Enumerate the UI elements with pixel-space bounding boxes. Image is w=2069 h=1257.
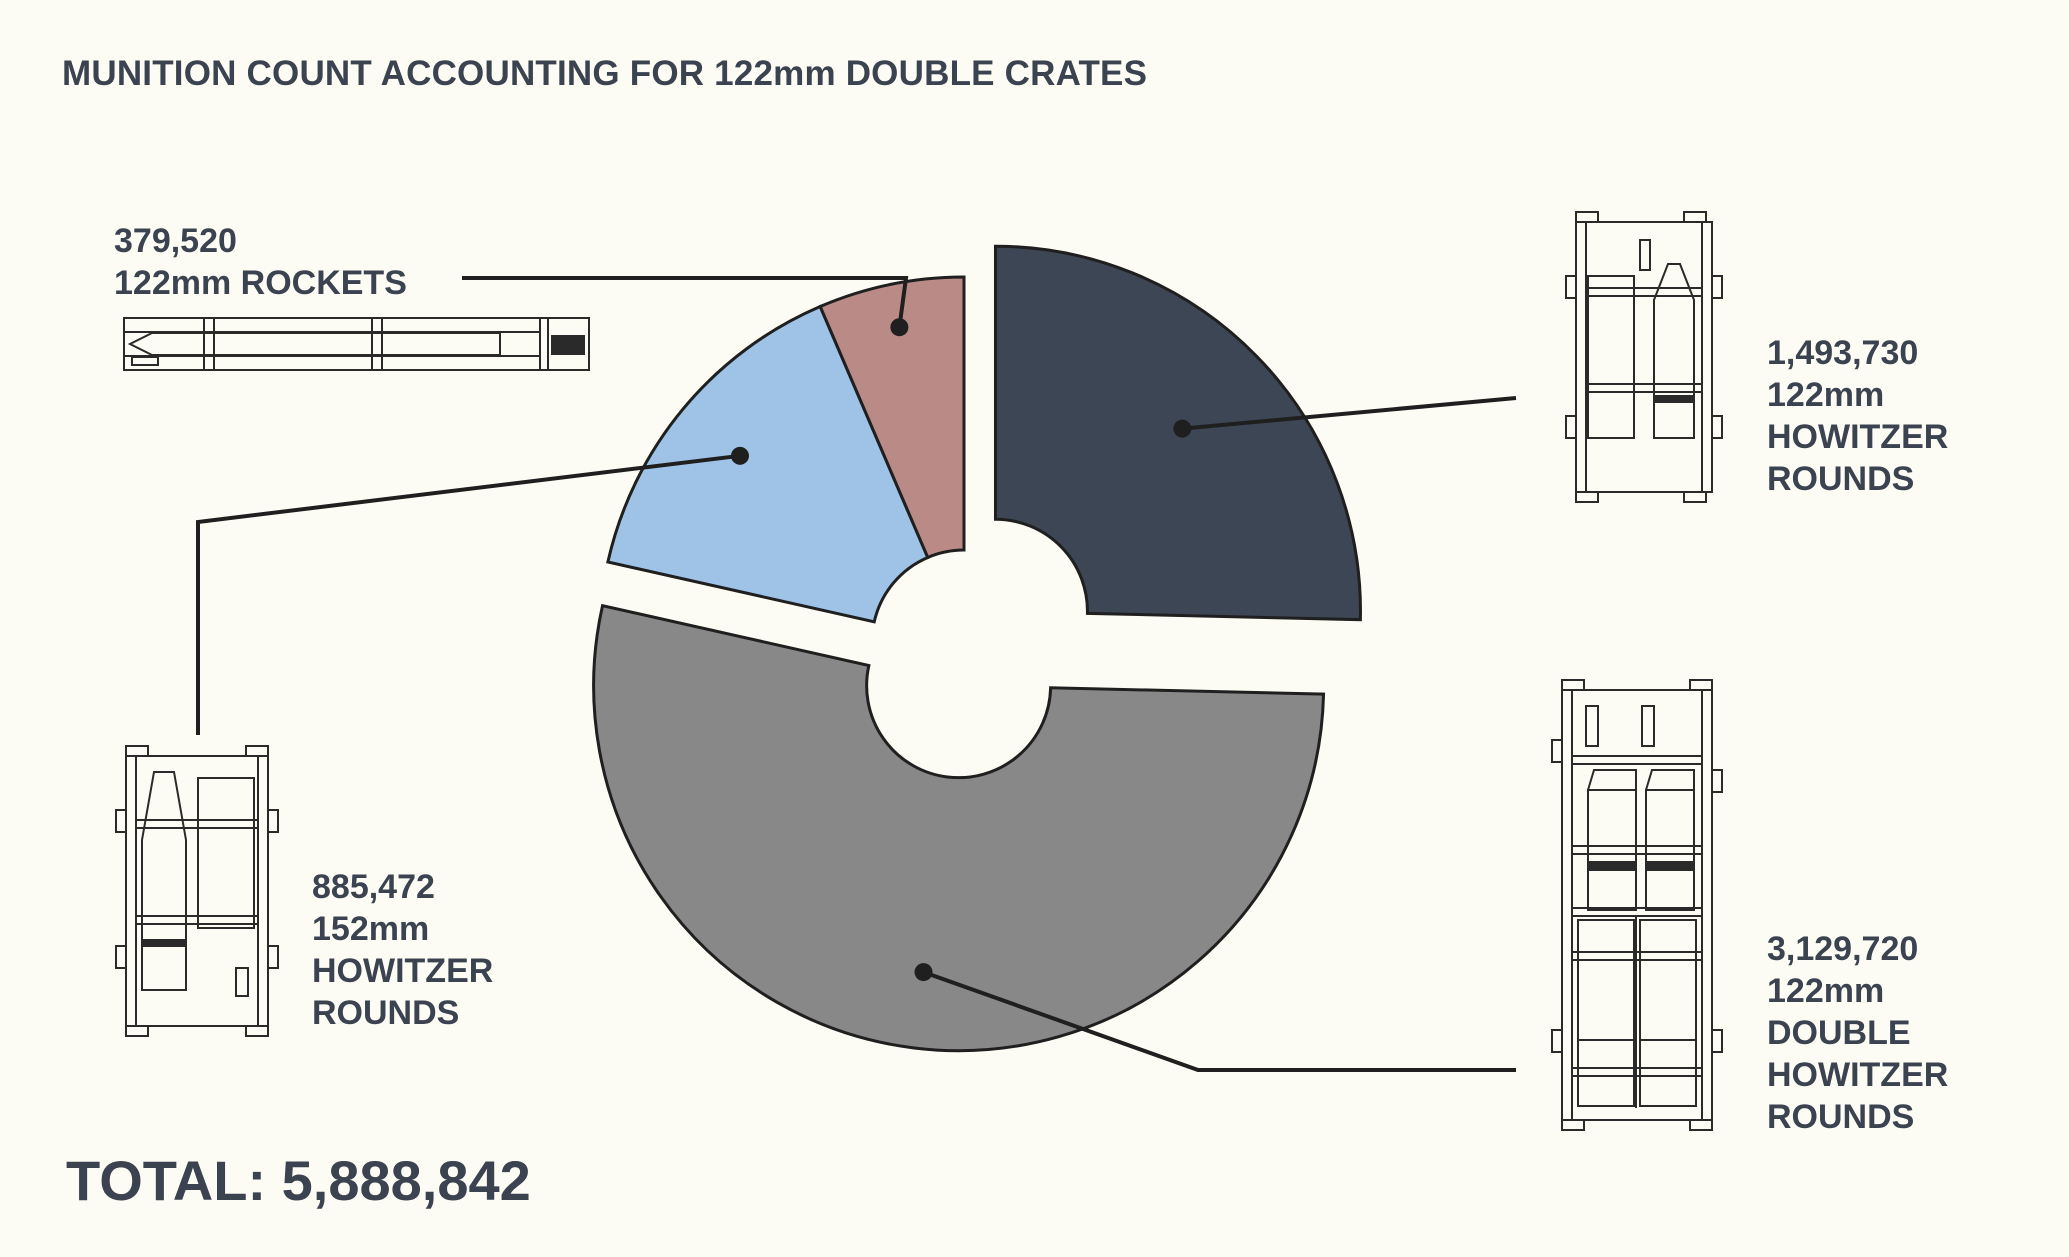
label-152mm-howitzer-value: 885,472 (312, 868, 435, 906)
single-howitzer-crate-icon (1565, 211, 1723, 503)
label-122mm-howitzer-line-4: ROUNDS (1767, 460, 1915, 498)
label-152mm-howitzer-line-2: 152mm (312, 910, 430, 948)
leader-dot-1 (914, 963, 933, 982)
leader-dot-0 (1173, 419, 1192, 438)
donut-slice-1 (592, 603, 1326, 1053)
label-double-howitzer: 3,129,720 122mm DOUBLE HOWITZER ROUNDS (1767, 928, 1948, 1138)
label-122mm-howitzer-line-2: 122mm (1767, 376, 1885, 414)
label-152mm-howitzer-line-3: HOWITZER (312, 952, 494, 990)
rocket-crate-icon (123, 317, 590, 371)
leader-line-0 (1182, 396, 1517, 431)
leader-line-2 (196, 453, 741, 735)
leader-line-3 (462, 276, 909, 328)
leader-dot-3 (890, 318, 909, 337)
total-label: TOTAL: 5,888,842 (66, 1149, 531, 1212)
label-double-howitzer-line-2: 122mm (1767, 972, 1885, 1010)
leader-line-1 (922, 970, 1516, 1072)
152mm-howitzer-crate-icon (115, 745, 279, 1037)
label-rockets-name: 122mm ROCKETS (114, 264, 407, 302)
label-double-howitzer-value: 3,129,720 (1767, 930, 1919, 968)
chart-title: MUNITION COUNT ACCOUNTING FOR 122mm DOUB… (62, 54, 1148, 93)
donut-slice-3 (818, 275, 966, 560)
leader-dot-2 (730, 446, 749, 465)
label-rockets: 379,520 122mm ROCKETS (114, 220, 407, 304)
label-rockets-value: 379,520 (114, 222, 237, 260)
label-double-howitzer-line-3: DOUBLE (1767, 1014, 1911, 1052)
label-122mm-howitzer: 1,493,730 122mm HOWITZER ROUNDS (1767, 332, 1948, 500)
donut-slice-2 (606, 304, 930, 624)
label-152mm-howitzer-line-4: ROUNDS (312, 994, 460, 1032)
label-double-howitzer-line-5: ROUNDS (1767, 1098, 1915, 1136)
label-152mm-howitzer: 885,472 152mm HOWITZER ROUNDS (312, 866, 493, 1034)
label-122mm-howitzer-value: 1,493,730 (1767, 334, 1919, 372)
label-122mm-howitzer-line-3: HOWITZER (1767, 418, 1949, 456)
label-double-howitzer-line-4: HOWITZER (1767, 1056, 1949, 1094)
double-howitzer-crate-icon (1551, 679, 1723, 1131)
